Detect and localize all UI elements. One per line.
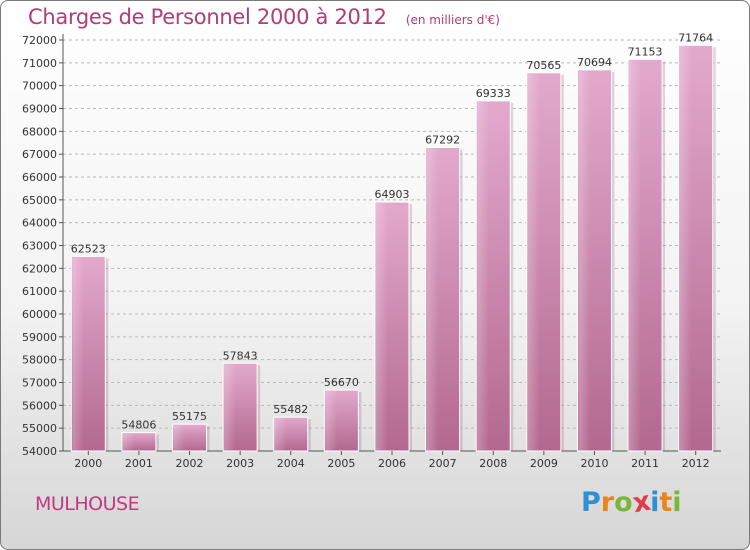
bar-highlight <box>122 433 135 451</box>
logo-letter: o <box>614 487 633 518</box>
bar-value-label: 55482 <box>273 403 308 416</box>
logo-letter: t <box>659 487 673 518</box>
x-tick-label: 2001 <box>125 457 153 470</box>
bar-highlight <box>173 425 186 451</box>
chart-subtitle: (en milliers d'€) <box>405 13 500 27</box>
y-tick-label: 69000 <box>22 103 57 116</box>
bar-value-label: 69333 <box>476 87 511 100</box>
x-tick-label: 2006 <box>378 457 406 470</box>
y-tick-label: 67000 <box>22 148 57 161</box>
y-tick-label: 59000 <box>22 331 57 344</box>
bar-highlight <box>376 203 388 451</box>
x-tick-label: 2011 <box>631 457 659 470</box>
y-tick-label: 66000 <box>22 171 57 184</box>
bar-highlight <box>224 364 237 451</box>
logo-letter: i <box>672 487 682 518</box>
city-name: MULHOUSE <box>35 493 140 515</box>
x-tick-label: 2000 <box>74 457 102 470</box>
bar-value-label: 67292 <box>425 133 460 146</box>
y-tick-label: 56000 <box>22 399 57 412</box>
bar-highlight <box>274 418 287 451</box>
proxiti-logo: Proxiti <box>581 486 682 520</box>
bar-value-label: 71153 <box>628 45 663 58</box>
bar-value-label: 57843 <box>223 349 258 362</box>
y-tick-label: 65000 <box>22 194 57 207</box>
logo-letter: r <box>600 487 615 518</box>
y-tick-label: 62000 <box>22 262 57 275</box>
y-tick-label: 70000 <box>22 80 57 93</box>
x-tick-label: 2009 <box>530 457 558 470</box>
bar-highlight <box>629 60 641 451</box>
chart-title: Charges de Personnel 2000 à 2012 <box>28 5 387 29</box>
logo-letter: P <box>581 487 601 518</box>
bar-highlight <box>578 70 591 451</box>
x-tick-label: 2002 <box>176 457 204 470</box>
bar-value-label: 55175 <box>172 410 207 423</box>
y-tick-label: 68000 <box>22 125 57 138</box>
y-tick-label: 64000 <box>22 217 57 230</box>
y-tick-label: 60000 <box>22 308 57 321</box>
x-tick-label: 2012 <box>682 457 710 470</box>
x-tick-label: 2010 <box>580 457 608 470</box>
bar-highlight <box>527 73 540 451</box>
bar-highlight <box>72 257 85 451</box>
x-tick-label: 2005 <box>327 457 355 470</box>
chart-header: Charges de Personnel 2000 à 2012 (en mil… <box>28 5 500 29</box>
y-tick-label: 71000 <box>22 57 57 70</box>
bar-highlight <box>325 391 338 451</box>
bar-value-label: 54806 <box>121 419 156 432</box>
bar-highlight <box>477 101 490 452</box>
bar-value-label: 70565 <box>526 59 561 72</box>
bar-value-label: 56670 <box>324 376 359 389</box>
bar-value-label: 70694 <box>577 56 612 69</box>
y-tick-label: 55000 <box>22 422 57 435</box>
y-tick-label: 54000 <box>22 445 57 458</box>
bar-highlight <box>679 46 692 451</box>
bar-highlight <box>426 148 439 451</box>
bar-value-label: 64903 <box>375 188 410 201</box>
y-tick-label: 58000 <box>22 354 57 367</box>
bar-value-label: 62523 <box>71 242 106 255</box>
y-tick-label: 72000 <box>22 34 57 47</box>
x-tick-label: 2003 <box>226 457 254 470</box>
x-tick-label: 2007 <box>429 457 457 470</box>
y-tick-label: 57000 <box>22 377 57 390</box>
bar-value-label: 71764 <box>678 31 713 44</box>
logo-letter: i <box>650 487 660 518</box>
y-tick-label: 61000 <box>22 285 57 298</box>
y-tick-label: 63000 <box>22 240 57 253</box>
x-tick-label: 2004 <box>277 457 305 470</box>
x-tick-label: 2008 <box>479 457 507 470</box>
